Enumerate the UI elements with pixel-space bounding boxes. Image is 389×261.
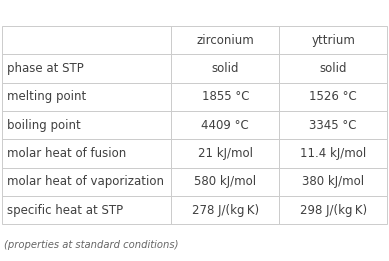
Bar	[172, 196, 279, 224]
Bar	[2, 83, 172, 111]
Text: 4409 °C: 4409 °C	[202, 119, 249, 132]
Bar	[2, 26, 172, 55]
Text: 1526 °C: 1526 °C	[309, 91, 357, 103]
Text: boiling point: boiling point	[7, 119, 81, 132]
Bar	[2, 55, 172, 83]
Bar	[2, 111, 172, 139]
Bar	[279, 168, 387, 196]
Text: 1855 °C: 1855 °C	[202, 91, 249, 103]
Bar	[2, 196, 172, 224]
Text: 3345 °C: 3345 °C	[309, 119, 357, 132]
Text: molar heat of vaporization: molar heat of vaporization	[7, 175, 164, 188]
Bar	[279, 111, 387, 139]
Text: (properties at standard conditions): (properties at standard conditions)	[4, 240, 179, 250]
Bar	[172, 55, 279, 83]
Text: specific heat at STP: specific heat at STP	[7, 204, 123, 217]
Bar	[279, 55, 387, 83]
Text: 278 J/(kg K): 278 J/(kg K)	[192, 204, 259, 217]
Text: molar heat of fusion: molar heat of fusion	[7, 147, 126, 160]
Bar	[279, 26, 387, 55]
Text: 11.4 kJ/mol: 11.4 kJ/mol	[300, 147, 366, 160]
Text: zirconium: zirconium	[196, 34, 254, 47]
Bar	[172, 139, 279, 168]
Bar	[172, 26, 279, 55]
Bar	[172, 111, 279, 139]
Bar	[2, 139, 172, 168]
Text: 298 J/(kg K): 298 J/(kg K)	[300, 204, 367, 217]
Text: phase at STP: phase at STP	[7, 62, 83, 75]
Text: 580 kJ/mol: 580 kJ/mol	[194, 175, 256, 188]
Text: melting point: melting point	[7, 91, 86, 103]
Bar	[279, 196, 387, 224]
Text: 380 kJ/mol: 380 kJ/mol	[302, 175, 364, 188]
Bar	[279, 83, 387, 111]
Text: solid: solid	[212, 62, 239, 75]
Text: solid: solid	[319, 62, 347, 75]
Text: yttrium: yttrium	[311, 34, 355, 47]
Bar	[172, 168, 279, 196]
Bar	[2, 168, 172, 196]
Text: 21 kJ/mol: 21 kJ/mol	[198, 147, 253, 160]
Bar	[172, 83, 279, 111]
Bar	[279, 139, 387, 168]
